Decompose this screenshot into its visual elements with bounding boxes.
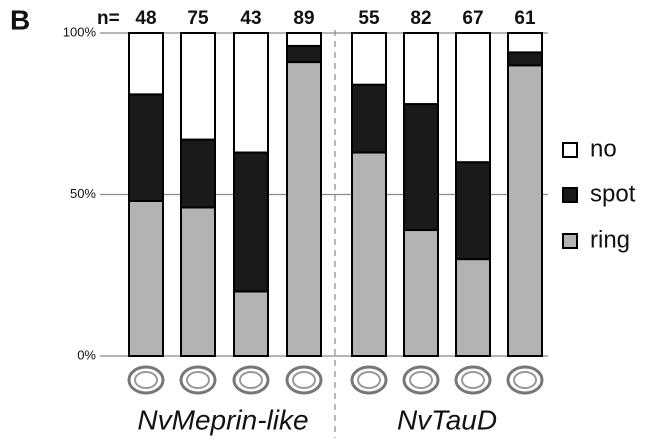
bar-segment (181, 140, 215, 208)
bar-segment (456, 33, 490, 162)
count-label: 67 (462, 8, 483, 29)
count-label: 82 (410, 8, 431, 29)
bar-segment (404, 33, 438, 104)
count-label: 48 (135, 8, 156, 29)
y-tick-label: 50% (70, 186, 96, 201)
bar-segment (456, 259, 490, 356)
legend-swatch (563, 234, 577, 248)
bar-segment (508, 52, 542, 65)
bar-segment (508, 65, 542, 356)
embryo-icon (293, 372, 315, 388)
bar-segment (287, 33, 321, 46)
group-label: NvTauD (397, 404, 497, 435)
embryo-icon (462, 372, 484, 388)
embryo-icon (135, 372, 157, 388)
count-label: 55 (358, 8, 380, 29)
bar-segment (287, 62, 321, 356)
bar-segment (181, 207, 215, 356)
legend-label: ring (590, 226, 630, 253)
legend-label: spot (590, 180, 636, 207)
bar-segment (456, 162, 490, 259)
bar-segment (404, 230, 438, 356)
count-label: 75 (187, 8, 209, 29)
bar-segment (352, 33, 386, 85)
bar-segment (508, 33, 542, 52)
bar-segment (234, 33, 268, 153)
embryo-icon (514, 372, 536, 388)
chart: B n= NvMeprin-like NvTauD 0% 50% 100% 48 75 4… (0, 0, 654, 438)
bar-segment (129, 33, 163, 94)
bar-segment (129, 94, 163, 201)
bar-segment (234, 291, 268, 356)
legend-swatch (563, 188, 577, 202)
bar-segment (287, 46, 321, 62)
bar-segment (234, 153, 268, 292)
legend-swatch (563, 143, 577, 157)
bar-segment (181, 33, 215, 140)
bar-segment (129, 201, 163, 356)
count-label: 89 (293, 8, 314, 29)
n-label: n= (97, 8, 120, 29)
count-label: 61 (514, 8, 536, 29)
embryo-icon (358, 372, 380, 388)
embryo-icon (410, 372, 432, 388)
legend-label: no (590, 135, 617, 162)
y-tick-label: 100% (63, 24, 97, 39)
bar-segment (352, 85, 386, 153)
embryo-icon (240, 372, 262, 388)
bar-segment (404, 104, 438, 230)
embryo-icon (187, 372, 209, 388)
y-tick-label: 0% (77, 347, 96, 362)
count-label: 43 (240, 8, 261, 29)
group-label: NvMeprin-like (137, 404, 308, 435)
bar-segment (352, 153, 386, 356)
panel-label: B (10, 4, 30, 35)
